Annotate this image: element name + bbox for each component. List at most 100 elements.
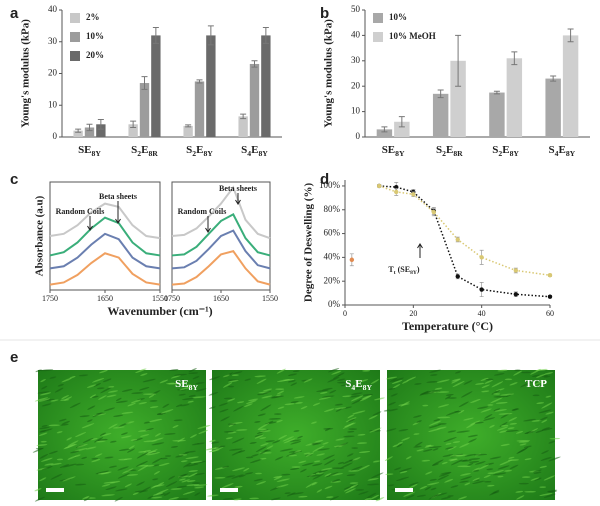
point (394, 189, 399, 195)
cell (276, 478, 290, 482)
annotation: Beta sheets (99, 192, 137, 201)
cell (222, 374, 230, 378)
cell (398, 429, 409, 432)
cell (545, 395, 552, 398)
cell (456, 430, 470, 433)
legend-swatch (70, 32, 80, 42)
cell (342, 395, 352, 398)
cell (194, 486, 205, 489)
cell (69, 402, 81, 409)
cell (481, 384, 490, 389)
error-bar (511, 51, 518, 66)
cell (193, 484, 208, 487)
cell (105, 486, 117, 491)
cell (392, 377, 404, 382)
error-bar (97, 119, 104, 130)
cell (493, 393, 501, 395)
cell (370, 472, 384, 479)
bar (183, 125, 193, 137)
cell (283, 438, 296, 444)
cell (261, 395, 273, 399)
cell (152, 492, 164, 496)
cell (454, 410, 461, 413)
cell (115, 397, 122, 402)
cell (154, 432, 161, 437)
cell (262, 390, 272, 395)
point (547, 273, 553, 278)
cell (115, 400, 128, 404)
cell (430, 374, 438, 376)
cell (81, 456, 88, 459)
cell (193, 460, 206, 464)
cell (492, 472, 507, 476)
cell (290, 492, 304, 495)
cell (291, 466, 301, 468)
cell (132, 492, 139, 495)
cell (464, 482, 471, 486)
x-tick-label: 1550 (152, 294, 168, 303)
cell (98, 369, 108, 374)
cell (497, 465, 510, 470)
legend-swatch (70, 51, 80, 61)
cell (180, 404, 190, 407)
cell (429, 420, 442, 426)
cell (505, 429, 519, 432)
cell (109, 465, 118, 468)
cell (372, 411, 382, 416)
cell (254, 375, 266, 378)
cell (514, 369, 521, 372)
cell (103, 481, 116, 484)
cell (372, 460, 381, 463)
cell (388, 387, 396, 390)
cell (223, 397, 233, 400)
cell (106, 394, 117, 398)
image-row: SE8Y S4E8Y TCP (32, 368, 561, 502)
cell (98, 395, 107, 400)
cell (86, 384, 97, 388)
cell (484, 480, 492, 483)
cell (324, 485, 333, 490)
image-label: SE8Y (175, 378, 198, 393)
cell (388, 408, 399, 412)
cell (148, 394, 155, 398)
cell (293, 430, 300, 432)
cell (333, 445, 343, 448)
cell (460, 473, 471, 476)
cell (434, 492, 448, 497)
cell (486, 484, 495, 487)
cell (483, 474, 491, 478)
cell (358, 451, 371, 454)
cell (457, 496, 468, 500)
cell (222, 465, 230, 468)
cell (472, 477, 480, 482)
cell (361, 394, 372, 400)
cell (369, 427, 382, 433)
cell (249, 442, 257, 444)
cell (447, 430, 457, 433)
error-bar (251, 60, 258, 68)
cell (257, 393, 265, 396)
cell (174, 373, 188, 376)
cell (75, 463, 85, 466)
cell (257, 422, 270, 430)
cell (249, 459, 262, 464)
cell (82, 437, 94, 443)
cell (113, 414, 124, 417)
cell (358, 491, 369, 495)
cell (445, 446, 454, 450)
cell (49, 376, 57, 379)
cell (231, 474, 244, 479)
cell (172, 439, 187, 442)
cell (437, 416, 451, 419)
cell (64, 443, 77, 449)
cell (508, 456, 515, 459)
cell (470, 420, 481, 425)
cell (185, 456, 199, 460)
point (411, 192, 416, 197)
cell (191, 482, 201, 484)
cell (358, 464, 370, 471)
cell (495, 402, 508, 404)
error-bar (455, 34, 462, 87)
cell (243, 467, 250, 472)
cell (541, 402, 553, 409)
